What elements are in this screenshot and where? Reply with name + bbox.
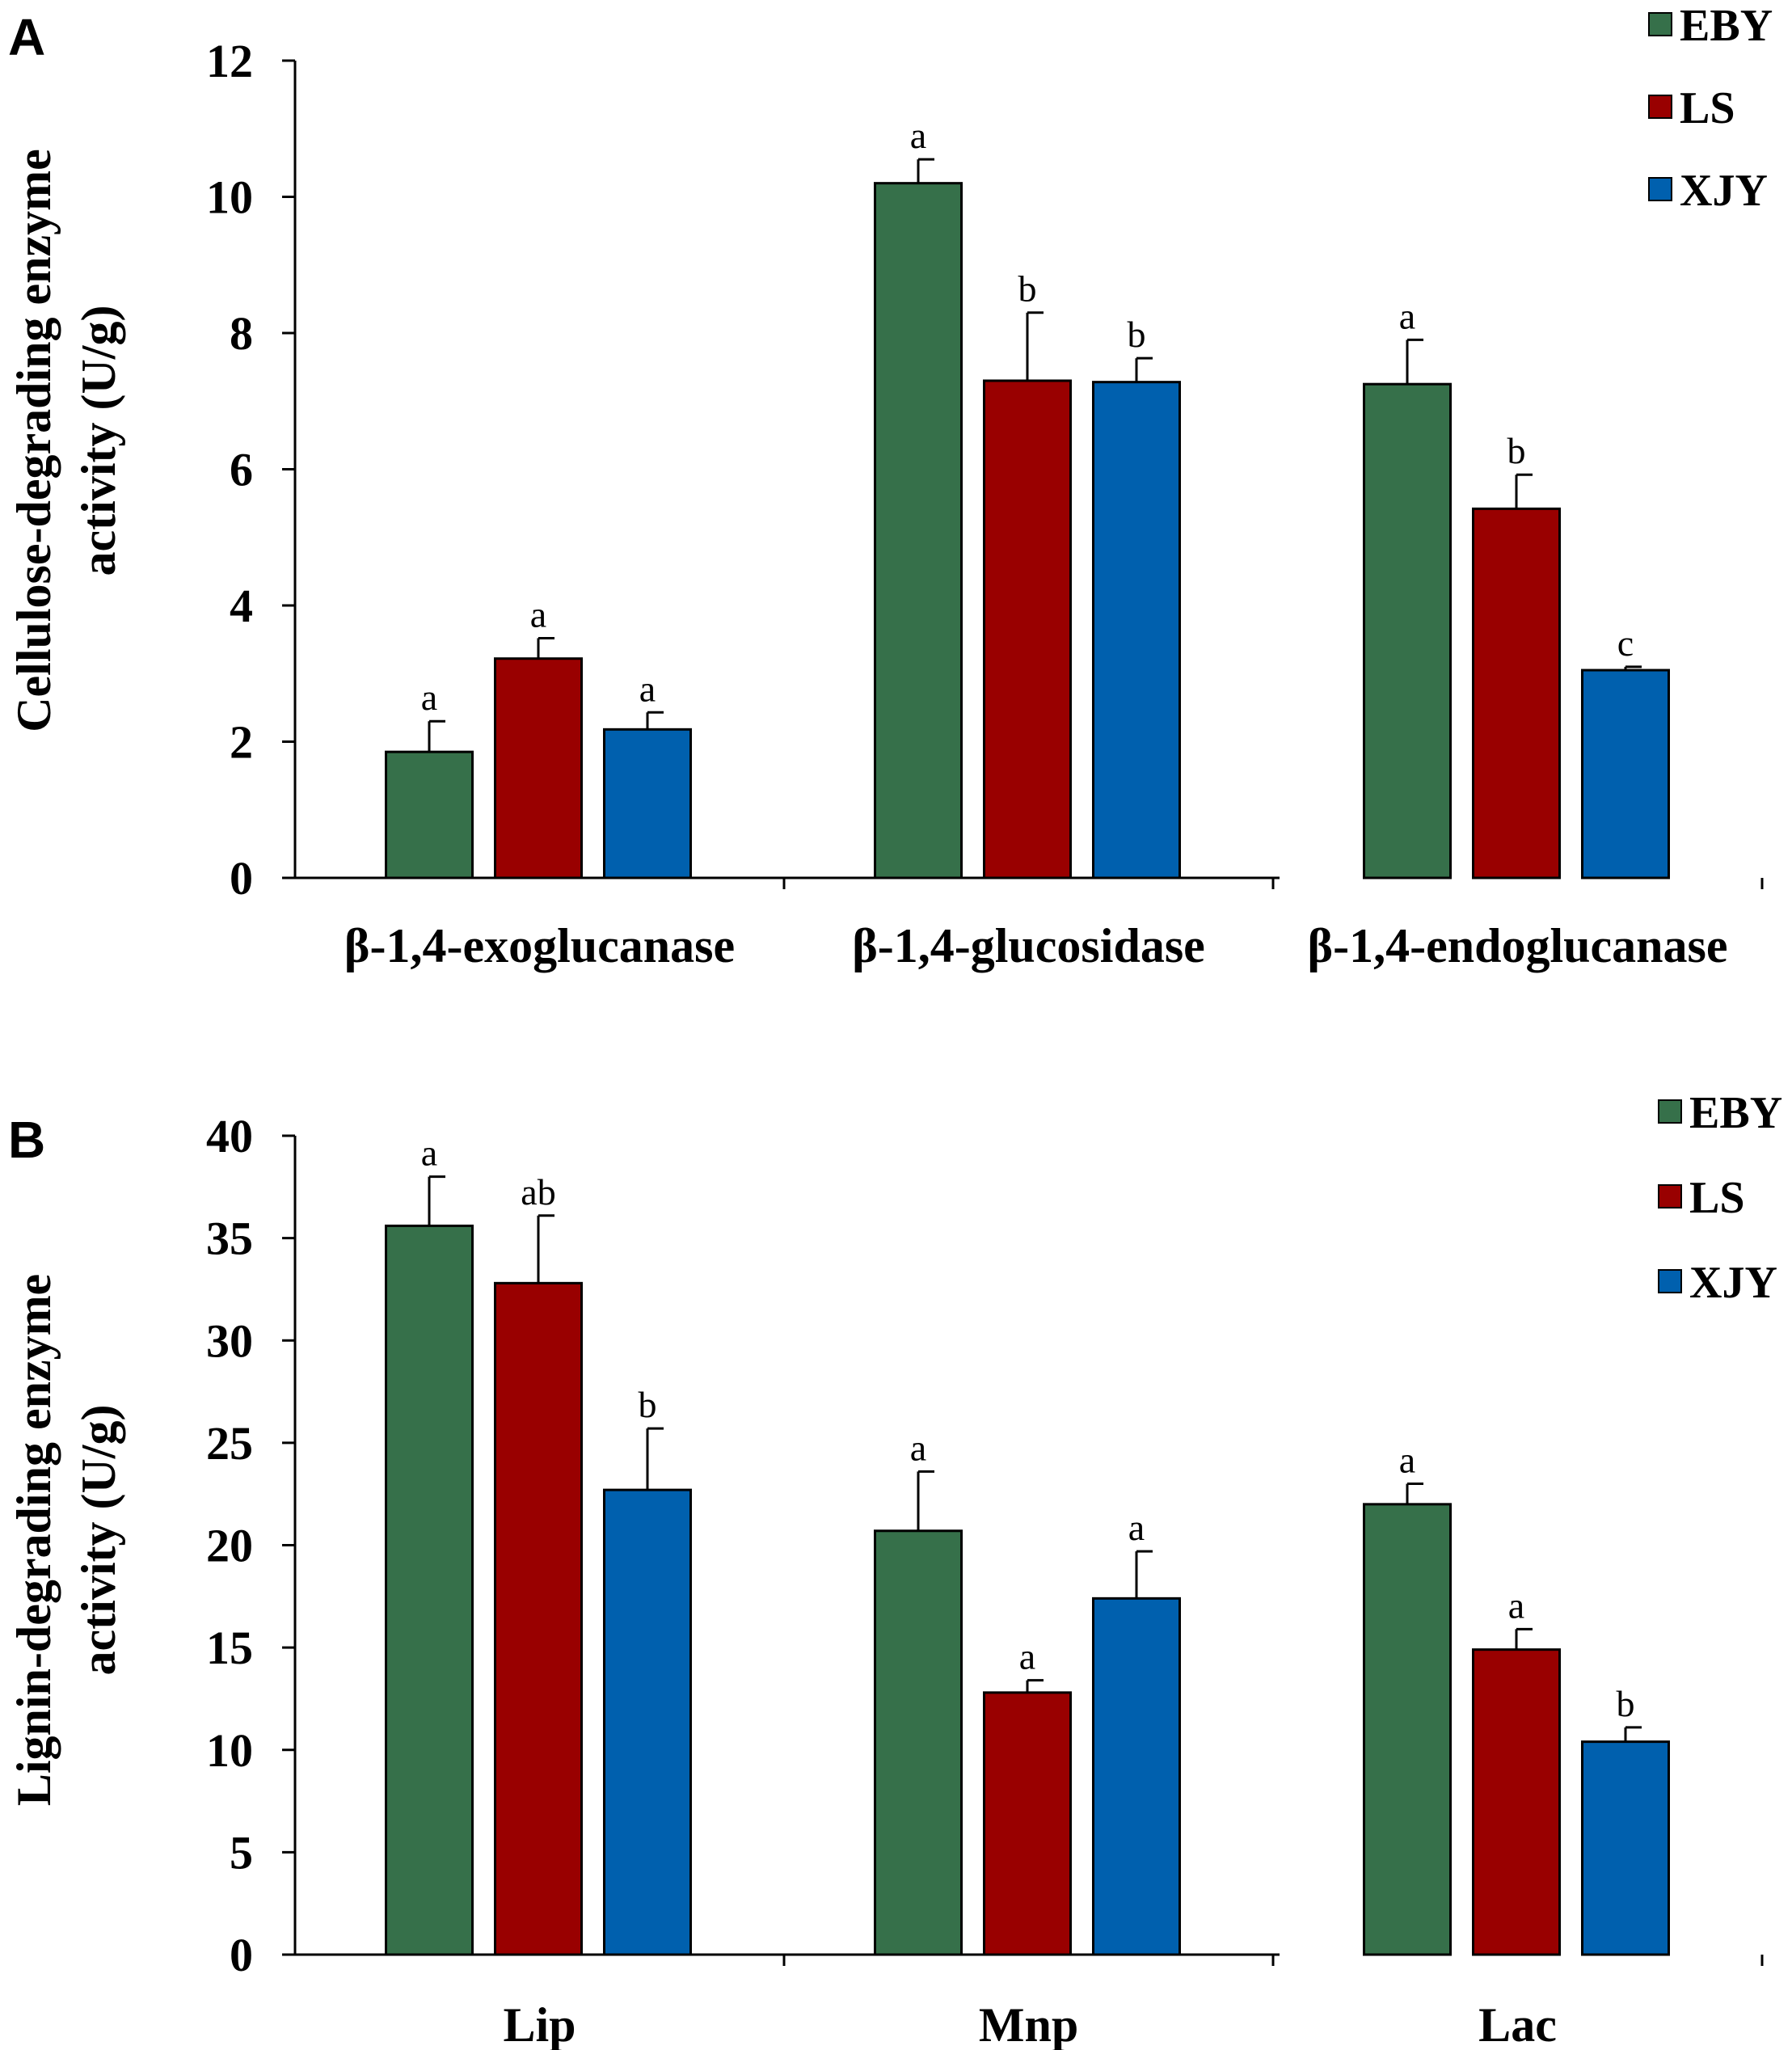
panel-b-y-tick-label: 10: [206, 1724, 253, 1777]
panel-b-bar-eby: [385, 1224, 474, 1956]
panel-b-bar-xjy: [1092, 1597, 1181, 1956]
panel-b-significance-letter: a: [1019, 1636, 1035, 1677]
panel-a-significance-letter: a: [1399, 295, 1415, 336]
panel-a-y-axis-label: Cellulose-degrading enzyme: [7, 149, 61, 732]
panel-a-bar-xjy: [603, 728, 692, 879]
panel-b-y-tick-label: 30: [206, 1314, 253, 1367]
panel-a-y-tick-label: 4: [230, 580, 253, 632]
panel-a-significance-letter: b: [1507, 430, 1526, 471]
panel-a-significance-letter: b: [1128, 314, 1146, 355]
panel-b-y-axis-label: activity (U/g): [72, 1405, 125, 1676]
panel-a-y-tick-label: 2: [230, 716, 253, 769]
panel-b-y-tick-label: 5: [230, 1826, 253, 1879]
panel-b-significance-letter: ab: [521, 1171, 555, 1213]
panel-b-y-tick-label: 0: [230, 1929, 253, 1981]
panel-a-category-label: β-1,4-exoglucanase: [344, 919, 735, 972]
panel-b-legend-label-eby: EBY: [1689, 1088, 1782, 1138]
panel-b-significance-letter: a: [910, 1427, 926, 1468]
panel-a-significance-letter: c: [1617, 622, 1634, 664]
panel-a-legend-label-xjy: XJY: [1680, 166, 1768, 216]
panel-b-y-tick-label: 25: [206, 1417, 253, 1470]
panel-a-category-label: β-1,4-glucosidase: [852, 919, 1205, 972]
panel-a-legend-label-eby: EBY: [1680, 1, 1773, 51]
panel-a-bar-eby: [874, 182, 963, 879]
panel-a-bar-xjy: [1581, 669, 1670, 879]
panel-b-bar-xjy: [1581, 1740, 1670, 1956]
panel-b-bar-ls: [983, 1691, 1072, 1956]
panel-a-bar-eby: [385, 750, 474, 879]
panel-b-legend-swatch-ls: [1658, 1184, 1682, 1208]
panel-a-significance-letter: a: [421, 677, 437, 718]
panel-a-y-tick-label: 8: [230, 307, 253, 360]
panel-b-y-tick-label: 15: [206, 1622, 253, 1674]
panel-a-legend-swatch-xjy: [1648, 177, 1672, 201]
panel-b-significance-letter: a: [1128, 1507, 1145, 1548]
panel-a-significance-letter: a: [639, 668, 656, 709]
panel-b-bar-ls: [494, 1281, 583, 1956]
panel-b-legend-label-xjy: XJY: [1689, 1258, 1777, 1308]
panel-b-legend-swatch-xjy: [1658, 1269, 1682, 1293]
panel-b-y-tick-label: 20: [206, 1520, 253, 1572]
panel-a-y-axis-label: activity (U/g): [72, 306, 125, 576]
panel-b-bar-xjy: [603, 1488, 692, 1956]
panel-b-legend-swatch-eby: [1658, 1099, 1682, 1124]
panel-b-y-axis-label: Lignin-degrading enzyme: [7, 1274, 61, 1806]
panel-a: A Cellulose-degrading enzyme activity (U/g…: [7, 1, 1773, 972]
panel-b: B Lignin-degrading enzyme activity (U/g) 0 5…: [7, 1088, 1782, 2050]
panel-a-bar-ls: [983, 379, 1072, 879]
panel-b-bar-ls: [1472, 1648, 1561, 1956]
panel-b-bar-eby: [874, 1529, 963, 1956]
panel-a-y-tick-label: 12: [206, 35, 253, 87]
panel-a-significance-letter: a: [530, 593, 546, 635]
panel-a-letter: A: [8, 8, 45, 66]
panel-b-significance-letter: a: [1399, 1440, 1415, 1481]
panel-a-legend-label-ls: LS: [1680, 83, 1735, 133]
panel-a-category-label: β-1,4-endoglucanase: [1308, 919, 1728, 972]
panel-a-significance-letter: b: [1018, 268, 1037, 310]
panel-b-significance-letter: b: [1617, 1683, 1635, 1724]
panel-b-significance-letter: b: [639, 1384, 657, 1425]
panel-b-legend-label-ls: LS: [1689, 1173, 1745, 1223]
panel-a-y-tick-label: 6: [230, 444, 253, 496]
panel-a-legend-swatch-eby: [1648, 12, 1672, 36]
panel-b-significance-letter: a: [1508, 1584, 1524, 1626]
panel-b-letter: B: [8, 1111, 45, 1169]
panel-b-category-label: Mnp: [979, 1998, 1078, 2050]
panel-a-y-tick-label: 0: [230, 852, 253, 905]
panel-b-bar-eby: [1363, 1503, 1452, 1956]
panel-b-y-tick-label: 35: [206, 1213, 253, 1265]
panel-b-category-label: Lac: [1478, 1998, 1557, 2050]
panel-b-significance-letter: a: [421, 1133, 437, 1174]
panel-a-bar-ls: [1472, 507, 1561, 879]
panel-a-legend-swatch-ls: [1648, 95, 1672, 119]
panel-b-category-label: Lip: [503, 1998, 576, 2050]
panel-a-significance-letter: a: [910, 115, 926, 156]
panel-b-y-tick-label: 40: [206, 1110, 253, 1162]
panel-a-y-tick-label: 10: [206, 171, 253, 224]
panel-a-bar-xjy: [1092, 381, 1181, 879]
panel-a-bar-eby: [1363, 382, 1452, 879]
panel-a-bar-ls: [494, 657, 583, 879]
